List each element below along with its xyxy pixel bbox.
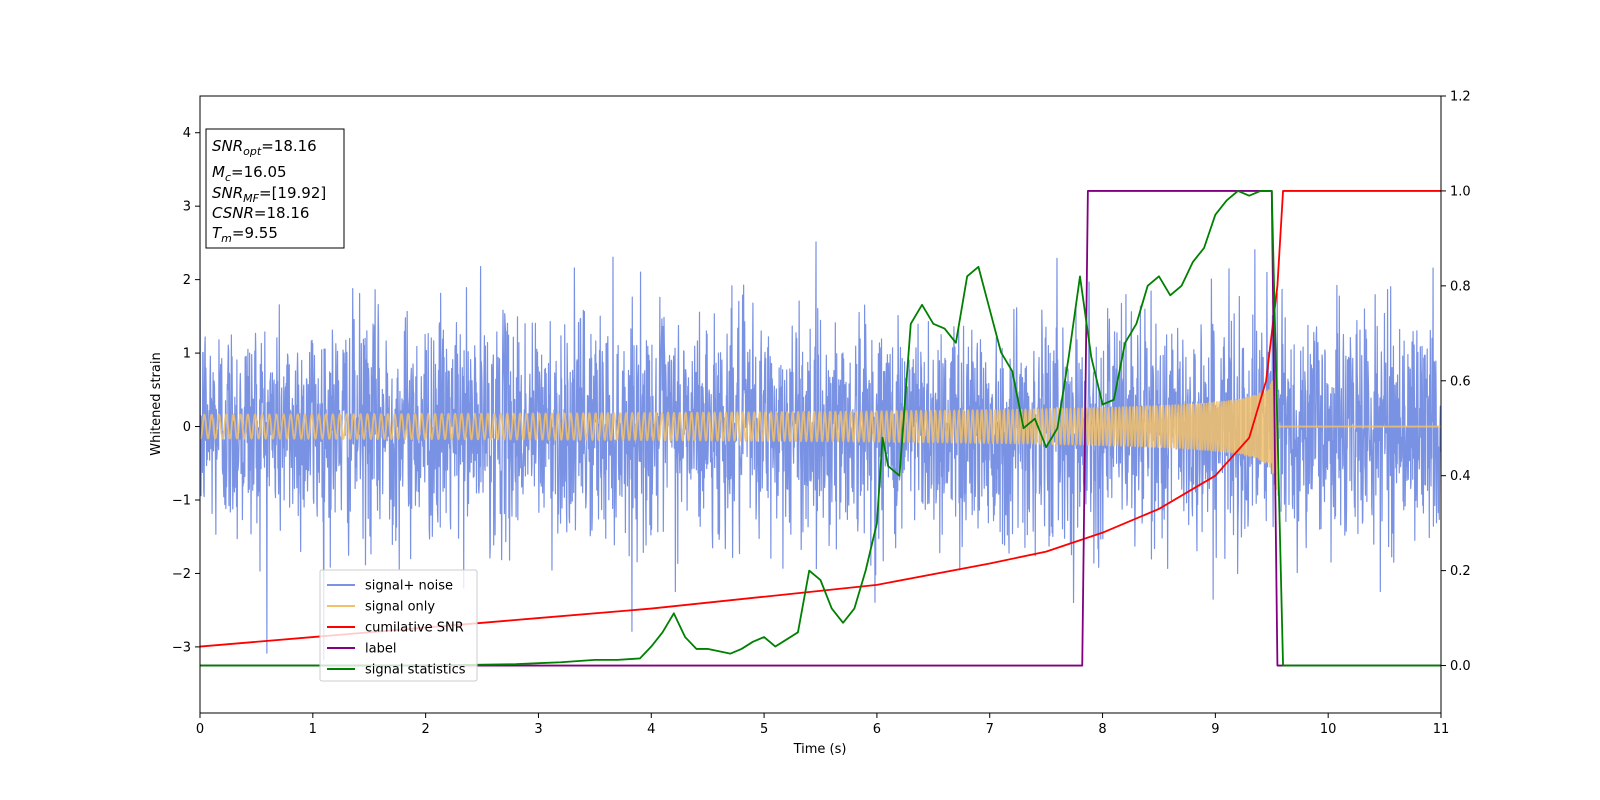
y-right-tick-label: 0.4 [1450, 469, 1471, 484]
legend-label: label [365, 642, 396, 657]
x-tick-label: 0 [196, 722, 204, 737]
annotation-symbol: T [212, 224, 223, 242]
annotation-subscript: m [221, 232, 232, 245]
series-layer [200, 190, 1441, 667]
x-tick-label: 2 [421, 722, 429, 737]
x-tick-label: 1 [309, 722, 317, 737]
series-line-signal-only [200, 370, 1441, 491]
annotation-line: Tm=9.55 [212, 224, 278, 245]
x-tick-label: 6 [873, 722, 881, 737]
x-tick-label: 11 [1433, 722, 1450, 737]
y-axis-label: Whitened strain [149, 352, 164, 455]
y-tick-label: −3 [172, 640, 191, 655]
x-tick-label: 9 [1211, 722, 1219, 737]
y-right-tick-label: 0.0 [1450, 659, 1471, 674]
annotation-symbol: SNR [212, 137, 243, 155]
legend-frame [319, 569, 478, 682]
annotation-line: CSNR=18.16 [212, 204, 309, 222]
y-tick-label: 4 [183, 126, 191, 141]
y-tick-label: −2 [172, 567, 191, 582]
annotation-symbol: SNR [212, 184, 243, 202]
legend: signal+ noise signal only cumilative SNR la… [319, 569, 478, 682]
x-tick-label: 8 [1098, 722, 1106, 737]
annotation-subscript: c [225, 171, 231, 184]
x-axis-label: Time (s) [793, 742, 847, 757]
annotation-value: =9.55 [232, 224, 278, 242]
legend-label: signal+ noise [365, 579, 453, 594]
legend-label: cumilative SNR [365, 621, 464, 636]
annotation-line: SNRMF=[19.92] [212, 184, 326, 205]
annotation-value: =18.16 [261, 137, 317, 155]
x-tick-label: 5 [760, 722, 768, 737]
annotation-subscript: opt [243, 145, 262, 158]
x-tick-label: 10 [1320, 722, 1337, 737]
y-tick-label: 3 [183, 200, 191, 215]
y-right-tick-label: 1.0 [1450, 184, 1471, 199]
plot-frame [199, 95, 1442, 714]
annotation-frame [205, 128, 345, 249]
annotation-line: SNRopt=18.16 [212, 137, 317, 158]
annotation-symbol: CSNR [212, 204, 254, 222]
annotation-value: =[19.92] [259, 184, 326, 202]
x-tick-label: 7 [986, 722, 994, 737]
annotation-value: =16.05 [231, 163, 287, 181]
y-right-tick-label: 0.8 [1450, 279, 1471, 294]
legend-label: signal only [365, 600, 435, 615]
annotation-box: SNRopt=18.16Mc=16.05SNRMF=[19.92]CSNR=18… [205, 128, 345, 249]
y-tick-label: −1 [172, 493, 191, 508]
y-tick-label: 1 [183, 347, 191, 362]
x-tick-label: 3 [534, 722, 542, 737]
annotation-symbol: M [212, 163, 225, 181]
series-line-signal-noise [200, 241, 1441, 661]
y-right-tick-label: 0.6 [1450, 374, 1471, 389]
ticks-layer: 0 1 2 3 4 5 6 7 8 9 10 1143210−1−2−30.00.20.40.60.8… [172, 90, 1471, 738]
annotation-subscript: MF [243, 192, 259, 205]
y-right-tick-label: 0.2 [1450, 564, 1471, 579]
y-tick-label: 2 [183, 273, 191, 288]
annotation-line: Mc=16.05 [212, 163, 287, 184]
y-right-tick-label: 1.2 [1450, 90, 1471, 105]
series-line-signal-statistics [200, 190, 1441, 667]
legend-label: signal statistics [365, 663, 466, 678]
y-tick-label: 0 [183, 420, 191, 435]
x-tick-label: 4 [647, 722, 655, 737]
annotation-value: =18.16 [254, 204, 310, 222]
